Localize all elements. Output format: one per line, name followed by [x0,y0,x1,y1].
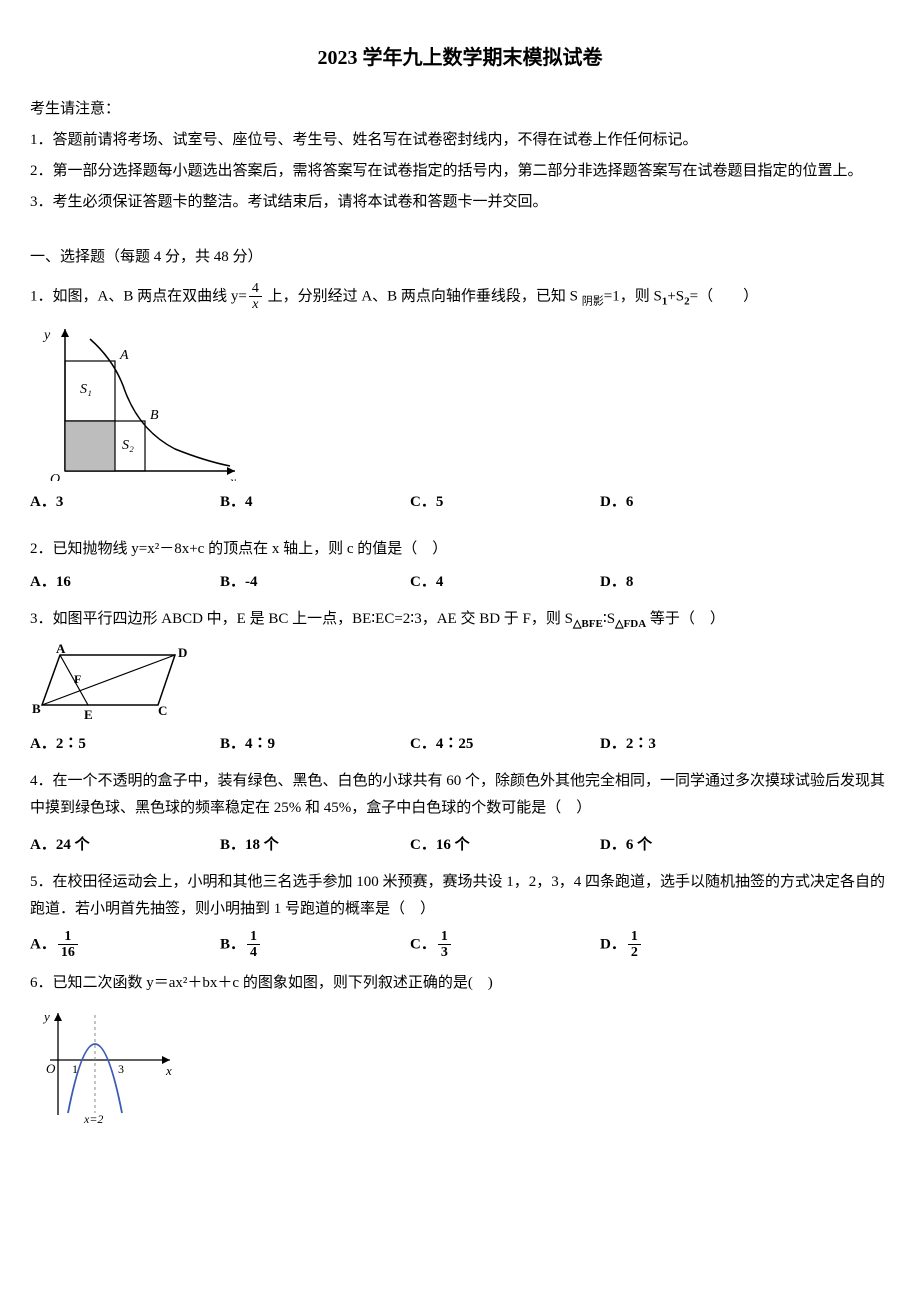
q6-label-xe: x=2 [83,1112,103,1125]
q3-label-E: E [84,707,93,722]
q5-opt-a: A．116 [30,929,220,961]
q1-shadow-label: 阴影 [582,295,604,307]
q4-options: A．24 个 B．18 个 C．16 个 D．6 个 [30,832,890,859]
q5-b-num: 1 [247,929,260,945]
q3-label-B: B [32,701,41,716]
q4-opt-d: D．6 个 [600,832,790,859]
q1-label-S2: S₂ [122,438,134,453]
q5-d-label: D． [600,936,626,952]
question-4: 4．在一个不透明的盒子中，装有绿色、黑色、白色的小球共有 60 个，除颜色外其他… [30,768,890,822]
q1-label-A: A [119,348,129,363]
q1-frac-num: 4 [249,281,262,297]
notice-1: 1．答题前请将考场、试室号、座位号、考生号、姓名写在试卷密封线内，不得在试卷上作… [30,127,890,154]
q3-opt-d: D．2∶3 [600,731,790,758]
q1-text-pre: 1．如图，A、B 两点在双曲线 y= [30,288,247,304]
q4-opt-c: C．16 个 [410,832,600,859]
q3-label-D: D [178,645,187,660]
q1-plus: +S [667,288,684,304]
q5-a-frac: 116 [58,929,78,961]
q5-c-num: 1 [438,929,451,945]
q1-text-post2: =1，则 S [604,288,662,304]
q6-label-3: 3 [118,1062,124,1076]
q1-options: A．3 B．4 C．5 D．6 [30,489,890,516]
q5-b-label: B． [220,936,245,952]
q2-opt-b: B．-4 [220,569,410,596]
q1-label-x: x [229,475,237,481]
q5-options: A．116 B．14 C．13 D．12 [30,929,890,961]
q1-label-S1: S₁ [80,382,92,397]
q1-opt-a: A．3 [30,489,220,516]
question-6: 6．已知二次函数 y＝ax²＋bx＋c 的图象如图，则下列叙述正确的是( ) [30,970,890,997]
q5-d-num: 1 [628,929,641,945]
q3-pre: 3．如图平行四边形 ABCD 中，E 是 BC 上一点，BE∶EC=2∶3，AE… [30,611,573,627]
q4-opt-b: B．18 个 [220,832,410,859]
notice-3: 3．考生必须保证答题卡的整洁。考试结束后，请将本试卷和答题卡一并交回。 [30,189,890,216]
q1-opt-b: B．4 [220,489,410,516]
q1-fraction: 4x [249,281,262,313]
q5-a-num: 1 [58,929,78,945]
q1-label-y: y [42,328,51,343]
q3-end: 等于（ ） [646,611,725,627]
q6-label-y: y [42,1009,50,1024]
question-1: 1．如图，A、B 两点在双曲线 y=4x 上，分别经过 A、B 两点向轴作垂线段… [30,281,890,313]
notice-heading: 考生请注意： [30,96,890,123]
q5-c-frac: 13 [438,929,451,961]
q1-opt-c: C．5 [410,489,600,516]
q6-label-x: x [165,1063,172,1078]
q5-b-den: 4 [247,945,260,960]
q2-opt-d: D．8 [600,569,790,596]
q1-label-B: B [150,408,159,423]
q3-mid: ∶S [603,611,615,627]
q2-options: A．16 B．-4 C．4 D．8 [30,569,890,596]
q5-opt-b: B．14 [220,929,410,961]
notice-2: 2．第一部分选择题每小题选出答案后，需将答案写在试卷指定的括号内，第二部分非选择… [30,158,890,185]
q5-opt-c: C．13 [410,929,600,961]
q3-figure: A D B C E F [30,643,890,723]
q1-figure: y x A B S₁ S₂ O [30,321,890,481]
q6-label-O: O [46,1061,56,1076]
question-2: 2．已知抛物线 y=x²－8x+c 的顶点在 x 轴上，则 c 的值是（ ） [30,536,890,563]
q1-end: =（ ） [690,288,758,304]
q6-figure: y x O 1 3 x=2 [30,1005,890,1125]
q2-opt-c: C．4 [410,569,600,596]
q3-opt-a: A．2∶5 [30,731,220,758]
q5-c-label: C． [410,936,436,952]
section-1-title: 一、选择题（每题 4 分，共 48 分） [30,244,890,271]
q3-options: A．2∶5 B．4∶9 C．4∶25 D．2∶3 [30,731,890,758]
q3-tri2: △FDA [615,618,646,630]
q1-opt-d: D．6 [600,489,790,516]
q3-opt-b: B．4∶9 [220,731,410,758]
q6-label-1: 1 [72,1062,78,1076]
q5-d-den: 2 [628,945,641,960]
q1-text-post: 上，分别经过 A、B 两点向轴作垂线段，已知 S [264,288,582,304]
q5-b-frac: 14 [247,929,260,961]
q3-label-F: F [74,672,81,686]
q5-a-den: 16 [58,945,78,960]
q5-opt-d: D．12 [600,929,790,961]
q1-frac-den: x [249,297,262,312]
q5-d-frac: 12 [628,929,641,961]
q3-tri1: △BFE [573,618,603,630]
q3-opt-c: C．4∶25 [410,731,600,758]
q5-c-den: 3 [438,945,451,960]
q3-label-C: C [158,703,167,718]
q4-opt-a: A．24 个 [30,832,220,859]
q3-label-A: A [56,643,66,656]
q5-a-label: A． [30,936,56,952]
question-3: 3．如图平行四边形 ABCD 中，E 是 BC 上一点，BE∶EC=2∶3，AE… [30,606,890,635]
q2-opt-a: A．16 [30,569,220,596]
q1-label-O: O [50,472,60,481]
question-5: 5．在校田径运动会上，小明和其他三名选手参加 100 米预赛，赛场共设 1，2，… [30,869,890,923]
page-title: 2023 学年九上数学期末模拟试卷 [30,40,890,76]
